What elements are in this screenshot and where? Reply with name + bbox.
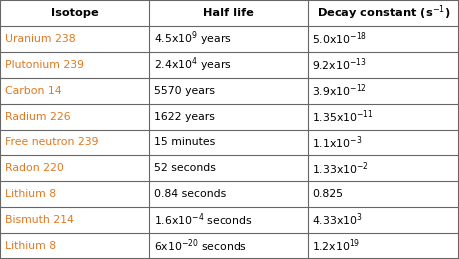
Text: 1.2x10$^{19}$: 1.2x10$^{19}$ bbox=[312, 238, 360, 254]
Text: Isotope: Isotope bbox=[50, 8, 99, 18]
Text: 9.2x10$^{-13}$: 9.2x10$^{-13}$ bbox=[312, 56, 367, 73]
Text: 1.1x10$^{-3}$: 1.1x10$^{-3}$ bbox=[312, 134, 363, 151]
Text: 4.33x10$^{3}$: 4.33x10$^{3}$ bbox=[312, 212, 363, 228]
Text: 4.5x10$^{9}$ years: 4.5x10$^{9}$ years bbox=[154, 30, 231, 48]
Text: 5.0x10$^{-18}$: 5.0x10$^{-18}$ bbox=[312, 31, 367, 47]
Text: 6x10$^{-20}$ seconds: 6x10$^{-20}$ seconds bbox=[154, 238, 247, 254]
Text: 2.4x10$^{4}$ years: 2.4x10$^{4}$ years bbox=[154, 55, 231, 74]
Text: Free neutron 239: Free neutron 239 bbox=[5, 138, 98, 147]
Text: Lithium 8: Lithium 8 bbox=[5, 241, 56, 251]
Text: Decay constant (s$^{-1}$): Decay constant (s$^{-1}$) bbox=[317, 4, 450, 22]
Text: Plutonium 239: Plutonium 239 bbox=[5, 60, 84, 70]
Text: Lithium 8: Lithium 8 bbox=[5, 189, 56, 199]
Text: Bismuth 214: Bismuth 214 bbox=[5, 215, 73, 225]
Text: 1622 years: 1622 years bbox=[154, 112, 215, 121]
Text: Carbon 14: Carbon 14 bbox=[5, 86, 61, 96]
Text: 5570 years: 5570 years bbox=[154, 86, 215, 96]
Text: 3.9x10$^{-12}$: 3.9x10$^{-12}$ bbox=[312, 82, 367, 99]
Text: 1.6x10$^{-4}$ seconds: 1.6x10$^{-4}$ seconds bbox=[154, 212, 252, 228]
Text: 1.33x10$^{-2}$: 1.33x10$^{-2}$ bbox=[312, 160, 369, 177]
Text: 1.35x10$^{-11}$: 1.35x10$^{-11}$ bbox=[312, 108, 374, 125]
Text: Radium 226: Radium 226 bbox=[5, 112, 70, 121]
Text: 52 seconds: 52 seconds bbox=[154, 163, 216, 173]
Text: 0.84 seconds: 0.84 seconds bbox=[154, 189, 226, 199]
Text: Radon 220: Radon 220 bbox=[5, 163, 63, 173]
Text: 0.825: 0.825 bbox=[312, 189, 343, 199]
Text: 15 minutes: 15 minutes bbox=[154, 138, 215, 147]
Text: Half life: Half life bbox=[203, 8, 254, 18]
Text: Uranium 238: Uranium 238 bbox=[5, 34, 75, 44]
